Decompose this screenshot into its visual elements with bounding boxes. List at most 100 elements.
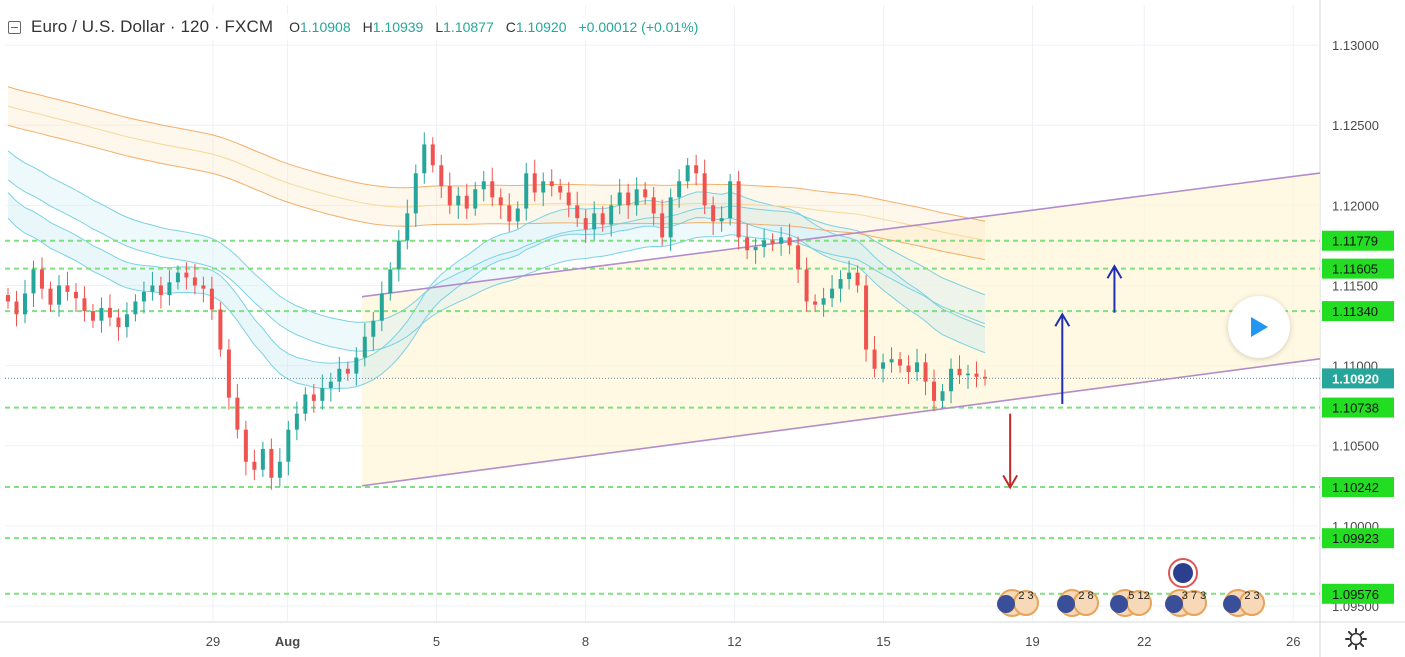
- candle: [906, 365, 911, 372]
- candle: [345, 368, 350, 374]
- candle: [371, 320, 376, 337]
- candle: [736, 181, 741, 238]
- ema-band-fast: [8, 192, 985, 389]
- event-marker[interactable]: 2 8: [1057, 589, 1099, 617]
- price-change: +0.00012 (+0.01%): [578, 19, 699, 35]
- ohlc-high: H1.10939: [362, 19, 424, 35]
- candle: [847, 272, 852, 280]
- candle: [787, 237, 792, 246]
- candle: [490, 181, 495, 198]
- ema-line: [7, 105, 986, 241]
- candle: [464, 195, 469, 209]
- event-count: 5 12: [1128, 590, 1149, 602]
- price-tick-label: 1.10500: [1332, 439, 1379, 454]
- candle: [320, 388, 325, 401]
- candle: [481, 181, 486, 190]
- candle: [592, 213, 597, 230]
- ema-line: [7, 150, 986, 323]
- eu-flag-icon: [1173, 563, 1193, 583]
- candle: [167, 282, 172, 296]
- candle: [48, 288, 53, 305]
- candle: [498, 197, 503, 206]
- candle: [133, 301, 138, 315]
- candle: [609, 205, 614, 225]
- candle: [192, 277, 197, 286]
- candle: [362, 336, 367, 358]
- candle: [651, 197, 656, 214]
- level-label: 1.11605: [1332, 262, 1378, 277]
- candle: [337, 368, 342, 382]
- ohlc-open: O1.10908: [289, 19, 351, 35]
- candle: [728, 181, 733, 219]
- level-label: 1.09576: [1332, 587, 1379, 602]
- time-tick-label: 12: [727, 634, 741, 649]
- candle: [82, 298, 87, 312]
- candle: [73, 291, 78, 299]
- time-tick-label: 22: [1137, 634, 1151, 649]
- candle: [575, 205, 580, 219]
- candle: [855, 272, 860, 286]
- event-marker[interactable]: 3 7 3: [1165, 589, 1207, 617]
- candle: [711, 205, 716, 222]
- candle: [966, 373, 971, 376]
- candle: [762, 240, 767, 247]
- level-label: 1.10738: [1332, 401, 1379, 416]
- candle: [881, 362, 886, 369]
- candle: [294, 413, 299, 430]
- level-label-bg: [1322, 583, 1394, 604]
- candle: [56, 285, 61, 305]
- event-count: 3 7 3: [1182, 590, 1206, 602]
- event-marker[interactable]: 2 3: [997, 589, 1039, 617]
- candle: [821, 298, 826, 305]
- candle: [634, 189, 639, 206]
- time-tick-label: 15: [876, 634, 890, 649]
- candle: [158, 285, 163, 296]
- candle: [201, 285, 206, 289]
- candle: [260, 448, 265, 470]
- event-marker[interactable]: 2 3: [1223, 589, 1265, 617]
- candle: [694, 165, 699, 174]
- candle: [957, 368, 962, 376]
- candle: [515, 208, 520, 222]
- candle: [915, 362, 920, 372]
- candle: [90, 311, 95, 321]
- candle: [583, 218, 588, 230]
- candle: [107, 307, 112, 318]
- candle: [940, 391, 945, 401]
- gear-icon[interactable]: [1344, 627, 1368, 651]
- candle: [872, 349, 877, 369]
- candle: [949, 368, 954, 392]
- last-price-label: 1.10920: [1332, 371, 1379, 386]
- candle: [838, 279, 843, 289]
- collapse-icon[interactable]: [8, 20, 21, 34]
- arrow-up: [1054, 312, 1071, 405]
- candle: [507, 205, 512, 222]
- arrow-up: [1106, 264, 1123, 313]
- candle: [277, 461, 282, 478]
- symbol-title[interactable]: Euro / U.S. Dollar · 120 · FXCM: [31, 17, 274, 36]
- candle: [116, 317, 121, 328]
- candle: [209, 288, 214, 310]
- play-button[interactable]: [1228, 296, 1290, 358]
- candle: [677, 181, 682, 198]
- event-marker[interactable]: 5 12: [1110, 589, 1152, 617]
- channel-upper-line: [361, 172, 1321, 298]
- channel-lower-line: [361, 358, 1321, 487]
- candle: [396, 240, 401, 270]
- price-tick-label: 1.12500: [1332, 118, 1379, 133]
- candle: [600, 213, 605, 225]
- candle: [804, 269, 809, 302]
- ema-line: [7, 191, 986, 364]
- candle: [235, 397, 240, 430]
- candle: [124, 314, 129, 328]
- candle: [303, 394, 308, 414]
- candle: [668, 197, 673, 238]
- candle: [99, 307, 104, 321]
- candle: [889, 359, 894, 363]
- ohlc-close: C1.10920: [505, 19, 567, 35]
- candle: [685, 165, 690, 182]
- candle: [184, 272, 189, 278]
- time-tick-label: Aug: [275, 634, 300, 649]
- candle: [150, 285, 155, 292]
